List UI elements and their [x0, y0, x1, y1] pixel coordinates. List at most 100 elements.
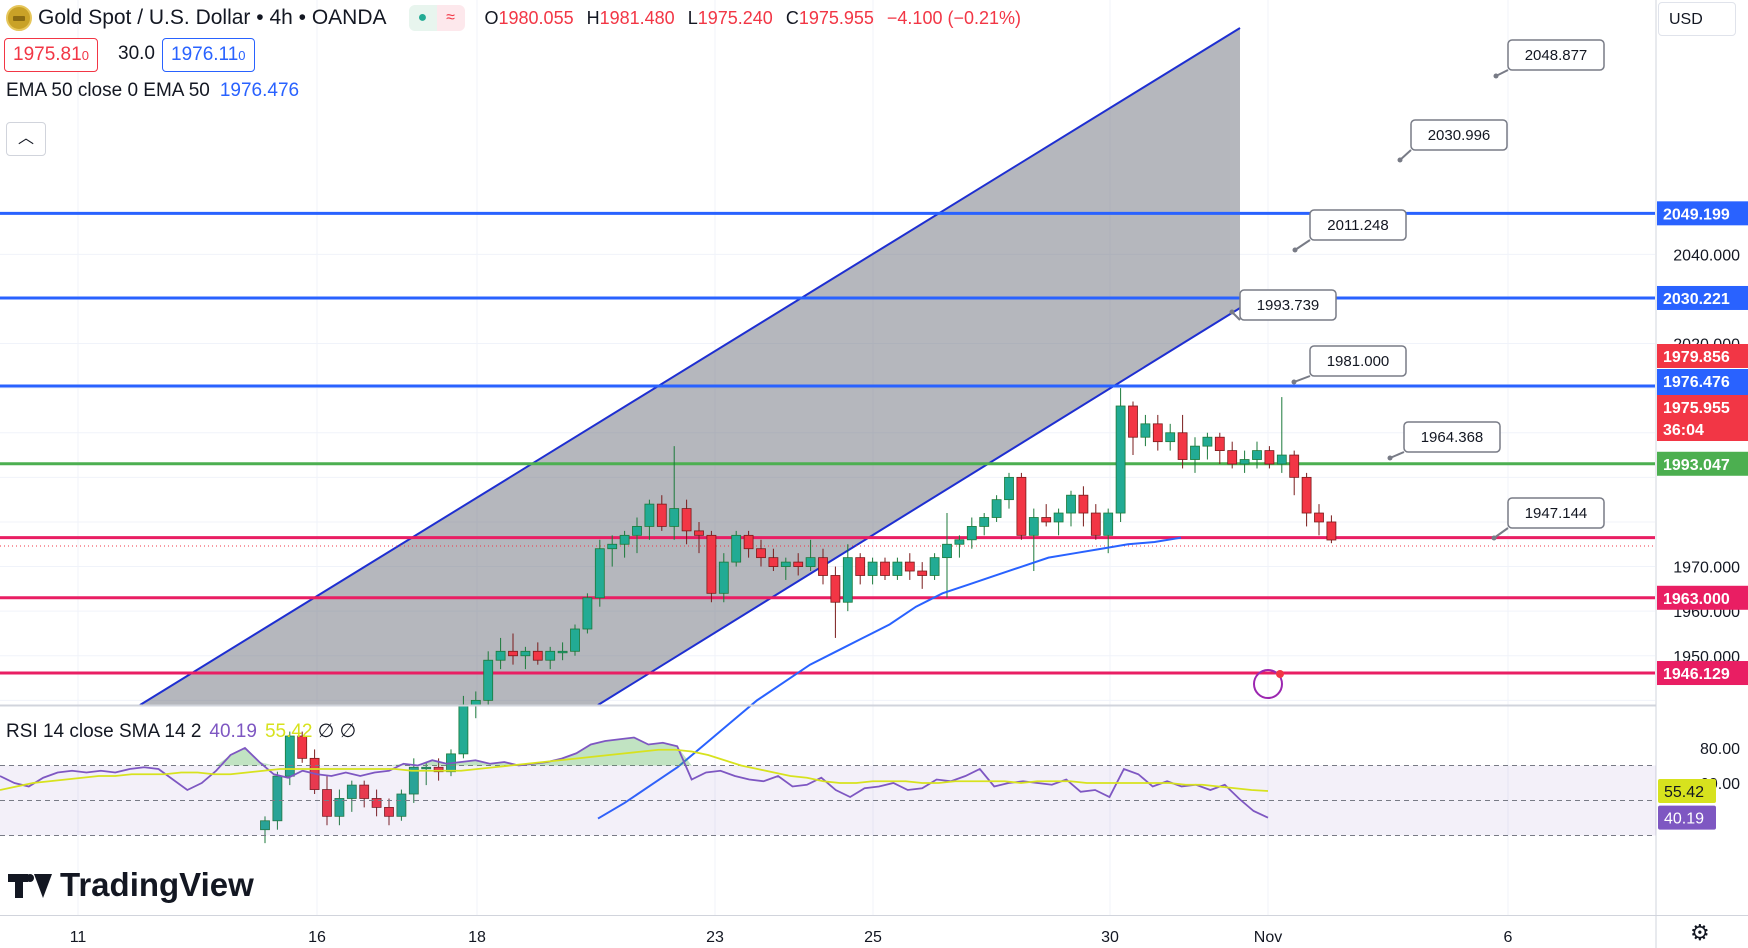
candle-body-28: [607, 543, 618, 550]
ohlc-readout: O1980.055 H1981.480 L1975.240 C1975.955 …: [484, 7, 1022, 28]
time-tick-3: 23: [706, 929, 724, 946]
chart-settings-gear-icon[interactable]: ⚙: [1690, 920, 1710, 945]
time-tick-6: Nov: [1254, 929, 1282, 946]
price-tag-1: [1657, 285, 1748, 310]
candle-body-38: [731, 534, 742, 563]
callout-pointer-4: [1293, 375, 1311, 383]
candle-body-77: [1214, 436, 1225, 451]
callout-anchor-6: [1491, 535, 1497, 541]
callout-label-4: 1981.000: [1327, 353, 1390, 370]
time-tick-7: 6: [1504, 929, 1513, 946]
callout-box-2: [1309, 209, 1407, 241]
time-tick-1: 16: [308, 929, 326, 946]
buy-button[interactable]: 1976.110: [162, 38, 255, 72]
candle-body-17: [470, 699, 481, 706]
price-tag-label-7: 1963.000: [1663, 591, 1730, 608]
rsi-sma-tag: [1658, 779, 1716, 804]
rsi-value-tag-label: 40.19: [1664, 811, 1704, 828]
rsi-sma-tag-label: 55.42: [1664, 784, 1704, 801]
candle-body-81: [1264, 450, 1275, 465]
rsi-legend[interactable]: RSI 14 close SMA 14 2 40.19 55.42 ∅ ∅: [6, 721, 357, 742]
callout-anchor-3: [1229, 309, 1235, 315]
time-tick-0: 11: [70, 929, 87, 946]
sell-button[interactable]: 1975.810: [4, 38, 98, 72]
candle-body-25: [570, 628, 580, 652]
callout-label-5: 1964.368: [1421, 429, 1484, 446]
candle-body-21: [520, 650, 531, 657]
callout-pointer-6: [1493, 527, 1509, 539]
candle-body-70: [1128, 405, 1138, 438]
chart-title[interactable]: Gold Spot / U.S. Dollar • 4h • OANDA: [38, 6, 387, 29]
candle-body-37: [718, 561, 729, 594]
candle-body-79: [1239, 459, 1250, 465]
candle-body-46: [830, 575, 841, 603]
tradingview-logo[interactable]: TradingView: [8, 866, 254, 904]
candle-body-36: [706, 534, 717, 594]
price-tag-6: [1657, 395, 1748, 441]
candle-body-34: [681, 508, 692, 532]
candle-body-55: [942, 543, 952, 559]
candle-body-60: [1004, 476, 1014, 501]
candle-body-67: [1090, 512, 1101, 536]
price-tag-label-8: 1946.129: [1663, 666, 1730, 683]
candle-body-65: [1066, 494, 1076, 514]
callout-pointer-5: [1389, 451, 1405, 459]
candle-body-24: [557, 650, 568, 654]
candle-body-57: [966, 526, 977, 541]
candle-body-20: [508, 650, 518, 657]
candle-body-1: [272, 775, 283, 822]
chart-header: Gold Spot / U.S. Dollar • 4h • OANDA ● ≈…: [0, 0, 1029, 36]
candle-body-61: [1016, 476, 1027, 536]
candle-body-32: [656, 503, 667, 527]
candle-body-45: [818, 557, 828, 576]
channel-upper-line: [139, 27, 1241, 706]
candle-body-69: [1115, 405, 1126, 514]
candle-body-29: [619, 534, 630, 545]
price-tag-3: [1657, 451, 1748, 476]
ema-legend[interactable]: EMA 50 close 0 EMA 50 1976.476: [6, 80, 300, 101]
callout-box-1: [1410, 119, 1508, 151]
candle-body-41: [768, 557, 779, 567]
candle-body-68: [1103, 512, 1114, 536]
callout-pointer-2: [1294, 239, 1311, 251]
candle-body-26: [582, 597, 593, 630]
wave-icon: ≈: [436, 5, 465, 31]
callout-label-2: 2011.248: [1327, 217, 1388, 234]
callout-label-6: 1947.144: [1525, 505, 1588, 522]
price-tag-label-3: 1993.047: [1663, 457, 1730, 474]
candle-body-44: [805, 557, 816, 567]
callout-anchor-4: [1291, 379, 1297, 385]
gold-coin-icon: [6, 5, 32, 31]
rsi-sma-line: [0, 748, 1269, 792]
candle-body-31: [644, 503, 655, 527]
currency-selector[interactable]: USD: [1658, 2, 1736, 36]
candle-body-3: [297, 735, 308, 759]
candle-body-76: [1202, 436, 1213, 447]
candle-body-49: [867, 561, 878, 576]
callout-box-3: [1239, 289, 1337, 321]
callout-box-6: [1507, 497, 1605, 529]
candle-body-7: [346, 784, 357, 799]
price-tag-label-6: 1975.955: [1663, 400, 1730, 417]
candle-body-9: [371, 798, 382, 808]
candle-body-59: [991, 499, 1002, 518]
market-open-dot-icon: ●: [408, 5, 437, 31]
market-status[interactable]: ● ≈: [408, 5, 465, 31]
time-tick-2: 18: [468, 929, 486, 946]
price-tag-label-1: 2030.221: [1663, 291, 1730, 308]
time-tick-5: 30: [1101, 929, 1119, 946]
callout-box-4: [1309, 345, 1407, 377]
rsi-value-tag: [1658, 805, 1716, 830]
candle-body-64: [1053, 512, 1064, 523]
candle-body-84: [1301, 476, 1312, 514]
candle-body-53: [917, 570, 928, 576]
candle-body-52: [904, 561, 915, 572]
callout-anchor-2: [1292, 247, 1298, 253]
callout-label-1: 2030.996: [1428, 127, 1491, 144]
candle-body-10: [384, 806, 394, 817]
callout-anchor-0: [1493, 73, 1499, 79]
collapse-legend-button[interactable]: ︿: [6, 122, 46, 156]
candle-body-48: [855, 557, 866, 576]
candle-body-63: [1041, 517, 1052, 523]
